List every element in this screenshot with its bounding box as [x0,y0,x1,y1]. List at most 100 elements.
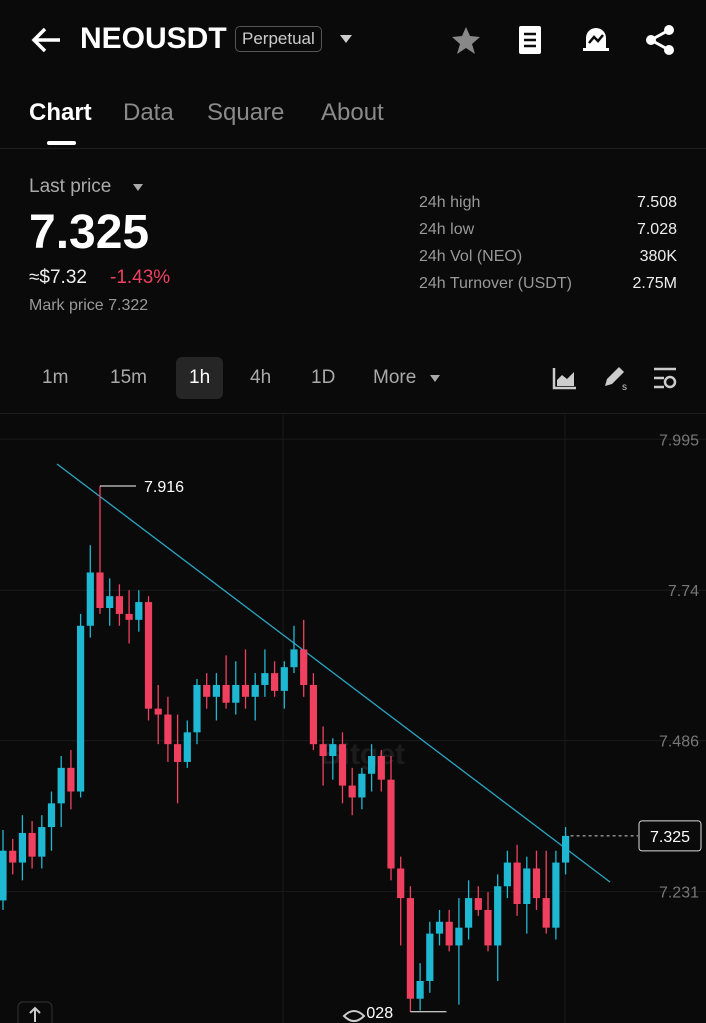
settings-icon[interactable] [652,366,678,390]
y-tick-label: 7.486 [659,734,699,751]
candle-body [251,684,259,697]
candle-body [503,862,511,887]
candle-body [28,832,36,857]
stat-label: 24h Turnover (USDT) [419,275,572,292]
candle-body [125,613,133,620]
interval-button[interactable]: 15m [110,367,147,388]
scroll-arrow [29,1006,41,1022]
candle-body [67,767,75,792]
candle-body [348,785,356,798]
candle-body [115,596,123,614]
min-label: 028 [366,1005,393,1022]
candle-body [513,862,521,905]
draw-icon[interactable]: s [602,364,630,392]
stat-value: 7.028 [636,221,677,238]
candle-body [435,921,444,934]
interval-button[interactable]: 1h [176,357,224,399]
stat-value: 2.75M [632,275,677,292]
candle-body [494,886,502,946]
candle-body [377,756,385,780]
interval-button[interactable]: 1m [42,367,69,388]
more-dropdown[interactable] [430,375,440,382]
candle-body [203,684,211,697]
candle-body [0,850,7,901]
back-button[interactable] [30,26,64,54]
candle-body [183,732,191,762]
last-price-label[interactable]: Last price [29,176,112,197]
last-price-box [638,820,702,852]
candle-body [57,767,65,804]
tab[interactable]: Chart [29,99,92,126]
symbol-dropdown[interactable] [339,34,353,44]
alert-icon[interactable] [580,24,612,56]
candle-body [86,572,94,626]
candle-body [484,909,492,946]
candle-body [329,744,337,757]
candle-body [300,649,308,685]
mark-price: Mark price 7.322 [29,297,149,314]
candle-body [96,572,104,608]
candle-body [135,602,143,620]
divider [0,148,706,149]
candle-body [164,714,172,745]
stat-label: 24h high [419,194,481,211]
candle-body [542,898,550,928]
y-tick-label: 7.995 [659,432,699,449]
candle-body [271,673,279,691]
stat-value: 7.508 [636,194,677,211]
candle-body [232,684,240,703]
favorite-icon[interactable] [450,25,482,55]
candle-body [261,673,269,685]
candle-body [532,868,541,899]
y-tick-label: 7.231 [659,885,699,902]
candle-body [280,667,288,691]
y-tick-label: 7.74 [668,583,699,600]
candle-body [241,684,250,697]
candle-body [562,835,570,863]
tab[interactable]: About [321,99,384,126]
share-icon[interactable] [645,24,677,56]
price-dropdown[interactable] [132,183,144,192]
interval-button[interactable]: 1D [311,367,336,388]
stat-label: 24h Vol (NEO) [419,248,523,265]
indicator-icon[interactable] [552,366,578,390]
scroll-button [17,1001,53,1023]
candle-body [465,898,473,928]
candle-body [552,862,560,928]
candle-body [309,684,317,745]
symbol[interactable]: NEOUSDT [80,22,227,55]
tab[interactable]: Square [207,99,285,126]
candle-body [397,868,405,899]
candle-body [319,744,327,757]
interval-button[interactable]: 4h [250,367,272,388]
contract-badge: Perpetual [235,26,322,52]
last-price: 7.325 [29,206,150,259]
candle-body [9,850,17,863]
candle-body [426,933,434,981]
tab[interactable]: Data [123,99,174,126]
divider [0,413,706,414]
notes-icon[interactable] [516,24,544,56]
svg-text:s: s [622,382,627,392]
candle-body [193,684,201,733]
tab-indicator [47,141,76,145]
interval-button[interactable]: More [373,367,417,388]
candle-body [106,596,114,608]
candle-body [18,832,26,863]
candle-body [523,868,531,905]
candle-body [154,708,162,715]
usd-price: ≈$7.32 [29,267,87,288]
candle-body [474,898,482,910]
candle-body [368,756,376,774]
visibility-icon [342,1010,366,1022]
candle-body [416,980,424,999]
candle-body [406,898,414,999]
candle-body [222,684,230,703]
candle-body [47,803,56,828]
candle-body [212,684,220,697]
candle-body [358,773,366,798]
stat-label: 24h low [419,221,475,238]
candle-body [455,927,463,946]
